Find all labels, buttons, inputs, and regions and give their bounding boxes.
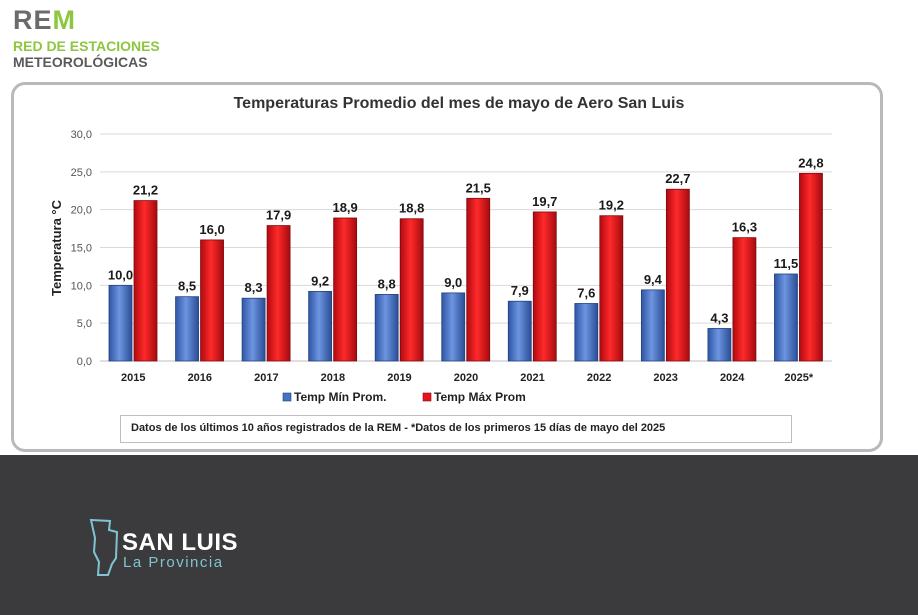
y-axis-label: Temperatura °C [49,199,64,296]
data-label: 9,2 [311,273,329,288]
data-label: 19,7 [532,194,557,209]
y-tick-label: 10,0 [71,280,92,292]
data-label: 4,3 [710,310,728,325]
bar-max [266,225,291,362]
x-tick-label: 2015 [121,372,145,384]
rem-logo-line1: RED DE ESTACIONES [13,38,160,54]
data-label: 17,9 [266,208,291,223]
data-label: 21,5 [466,180,491,195]
footer [0,455,918,615]
data-label: 9,0 [444,275,462,290]
data-label: 18,8 [399,201,424,216]
x-tick-label: 2021 [520,372,544,384]
chart-title: Temperaturas Promedio del mes de mayo de… [233,95,685,112]
data-label: 9,4 [644,272,663,287]
bar-max [799,172,823,362]
x-tick-label: 2018 [321,372,345,384]
bar-max [665,188,690,362]
bar-min [640,289,665,362]
data-label: 7,9 [511,283,529,298]
data-label: 8,8 [378,276,396,291]
note-box: Datos de los últimos 10 años registrados… [120,415,792,443]
data-label: 16,0 [199,222,224,237]
legend-label: Temp Mín Prom. [294,390,386,404]
bar-min [774,273,798,362]
y-tick-label: 25,0 [71,167,92,179]
rem-logo-mark: REM [13,5,77,35]
bar-max [333,217,358,362]
data-label: 8,3 [245,280,263,295]
y-tick-label: 15,0 [71,243,92,255]
san-luis-map-icon [89,518,119,576]
bar-min [574,303,599,362]
data-label: 21,2 [133,183,158,198]
bar-max [399,218,424,362]
note-text: Datos de los últimos 10 años registrados… [131,422,666,434]
bar-min [308,290,333,362]
bar-min [507,300,532,362]
data-label: 24,8 [798,155,823,170]
legend-swatch [422,392,432,402]
rem-logo: REM RED DE ESTACIONES METEOROLÓGICAS [13,6,160,70]
y-tick-label: 20,0 [71,205,92,217]
x-tick-label: 2016 [188,372,212,384]
bar-min [241,297,266,362]
x-tick-label: 2020 [454,372,478,384]
data-label: 16,3 [732,220,757,235]
y-tick-label: 30,0 [71,129,92,141]
data-label: 10,0 [108,267,133,282]
bar-min [441,292,466,362]
legend-label: Temp Máx Prom [434,390,526,404]
x-tick-label: 2019 [387,372,411,384]
bar-chart: 0,0 5,0 10,0 15,0 20,0 25,0 30,0 Temperatura °C… [49,129,832,404]
bar-min [707,328,732,362]
bar-min [374,294,399,362]
data-label: 19,2 [599,198,624,213]
y-tick-label: 0,0 [77,356,92,368]
x-tick-label: 2025* [784,372,813,384]
x-tick-label: 2024 [720,372,745,384]
data-label: 7,6 [577,285,595,300]
bar-max [599,215,624,362]
rem-logo-line2: METEOROLÓGICAS [13,54,148,70]
brand-sub: La Provincia [123,554,224,571]
brand-name: SAN LUIS [122,529,239,556]
bar-max [532,211,557,362]
bar-max [732,237,757,362]
bar-max [466,197,491,362]
x-tick-label: 2023 [653,372,677,384]
data-label: 8,5 [178,279,196,294]
bar-max [133,200,158,362]
x-tick-label: 2017 [254,372,278,384]
x-tick-label: 2022 [587,372,611,384]
bar-min [108,284,133,362]
data-label: 18,9 [332,200,357,215]
data-label: 22,7 [665,171,690,186]
data-label: 11,5 [774,256,799,271]
bar-min [175,296,199,362]
legend-swatch [282,392,292,402]
bar-max [200,239,224,362]
y-tick-label: 5,0 [77,318,92,330]
